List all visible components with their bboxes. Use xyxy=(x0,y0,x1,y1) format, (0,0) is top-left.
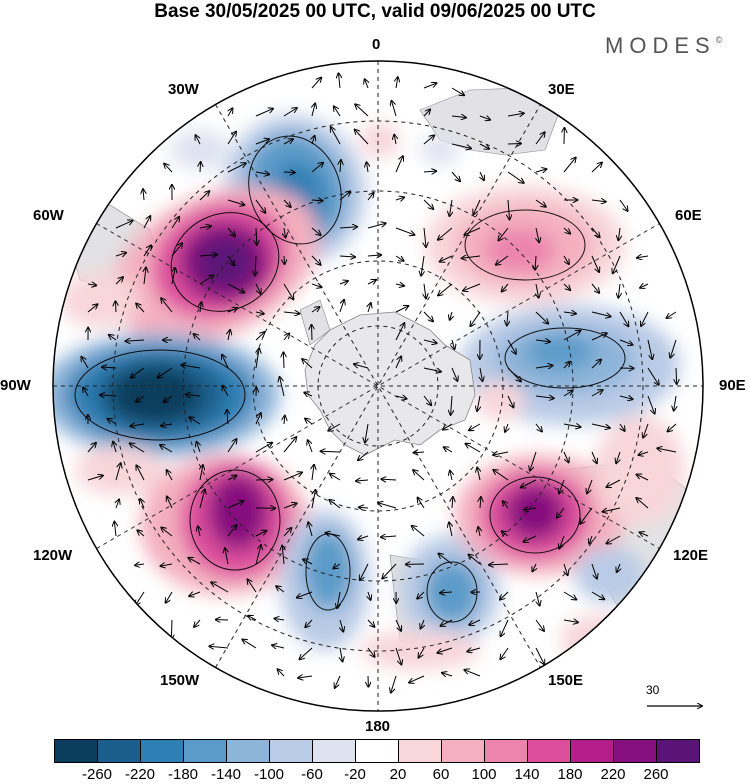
colorbar-tick-label: 220 xyxy=(600,766,625,783)
wind-vector xyxy=(256,480,273,481)
colorbar-segment xyxy=(484,739,528,763)
colorbar-segment xyxy=(355,739,399,763)
lon-label-180: 180 xyxy=(365,718,390,735)
wind-vector xyxy=(115,301,116,312)
colorbar-tick-label: -60 xyxy=(301,766,323,783)
lon-label-60e: 60E xyxy=(675,207,702,224)
colorbar-tick-label: -20 xyxy=(344,766,366,783)
colorbar-tick-label: -220 xyxy=(125,766,155,783)
colorbar-segment xyxy=(269,739,313,763)
wind-vector xyxy=(312,325,313,340)
colorbar-segment xyxy=(97,739,141,763)
colorbar-tick-label: 180 xyxy=(557,766,582,783)
colorbar-ticks: -260 -220 -180 -140 -100 -60 -20 20 60 100 140 180 2… xyxy=(0,766,750,784)
wind-vector xyxy=(284,256,285,264)
colorbar-tick-label: 100 xyxy=(471,766,496,783)
wind-vector xyxy=(200,162,201,172)
wind-vector xyxy=(508,144,521,145)
wind-vector xyxy=(283,352,284,368)
colorbar-tick-label: -260 xyxy=(82,766,112,783)
colorbar-segment xyxy=(226,739,270,763)
colorbar-segment xyxy=(613,739,657,763)
colorbar-segment xyxy=(312,739,356,763)
colorbar-segment xyxy=(54,739,98,763)
colorbar-tick-label: 20 xyxy=(390,766,407,783)
wind-vector xyxy=(414,452,425,453)
colorbar-segment xyxy=(570,739,614,763)
lon-label-120w: 120W xyxy=(33,547,72,564)
colorbar-segment xyxy=(183,739,227,763)
wind-vector xyxy=(284,172,295,173)
lon-label-90w: 90W xyxy=(0,377,31,394)
colorbar-tick-label: -140 xyxy=(211,766,241,783)
lon-label-150w: 150W xyxy=(160,672,199,689)
colorbar-tick-label: -100 xyxy=(254,766,284,783)
lon-label-30e: 30E xyxy=(548,81,575,98)
colorbar-segment xyxy=(441,739,485,763)
lon-label-120e: 120E xyxy=(673,547,708,564)
lon-label-30w: 30W xyxy=(168,81,199,98)
lon-label-60w: 60W xyxy=(33,207,64,224)
colorbar-tick-label: 60 xyxy=(433,766,450,783)
wind-vector xyxy=(676,368,677,384)
colorbar-segment xyxy=(140,739,184,763)
colorbar-tick-label: 260 xyxy=(643,766,668,783)
colorbar-tick-label: -180 xyxy=(168,766,198,783)
lon-label-0: 0 xyxy=(372,36,380,53)
colorbar-tick-label: 140 xyxy=(514,766,539,783)
lon-label-90e: 90E xyxy=(719,377,746,394)
colorbar-segment xyxy=(527,739,571,763)
colorbar-segment xyxy=(656,739,700,763)
wind-vector xyxy=(359,507,368,508)
colorbar-segment xyxy=(398,739,442,763)
lon-label-150e: 150E xyxy=(548,672,583,689)
reference-vector-label: 30 xyxy=(646,683,659,697)
